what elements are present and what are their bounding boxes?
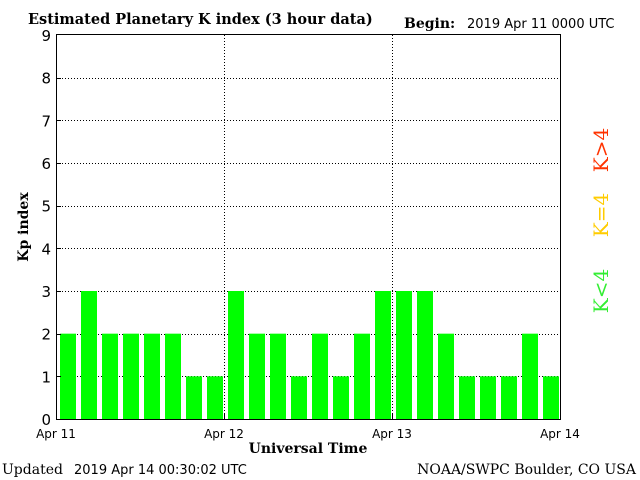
kp-bar	[480, 376, 496, 419]
legend-k-greater-4: K>4	[589, 128, 613, 172]
x-tick-label: Apr 12	[204, 427, 244, 441]
grid-lines	[56, 35, 560, 419]
kp-bar	[123, 333, 139, 419]
kp-bar	[417, 291, 433, 419]
kp-bar	[438, 333, 454, 419]
kp-bar	[291, 376, 307, 419]
y-axis-ticks: 0 1 2 3 4 5 6 7 8 9	[41, 27, 61, 429]
kp-bar	[186, 376, 202, 419]
y-tick-label: 2	[41, 326, 51, 344]
kp-bar	[396, 291, 412, 419]
kp-bar	[228, 291, 244, 419]
updated-label: Updated	[2, 462, 63, 478]
updated-value: 2019 Apr 14 00:30:02 UTC	[74, 463, 247, 478]
bars	[60, 291, 559, 419]
y-tick-label: 0	[41, 411, 51, 429]
kp-bar	[102, 333, 118, 419]
x-axis-ticks: Apr 11 Apr 12 Apr 13 Apr 14	[36, 413, 580, 441]
kp-bar	[165, 333, 181, 419]
legend-k-less-4: K<4	[589, 269, 613, 313]
y-tick-label: 3	[41, 283, 51, 301]
kp-bar	[60, 333, 76, 419]
legend-k-equal-4: K=4	[589, 193, 613, 237]
y-axis-label: Kp index	[16, 192, 32, 262]
x-tick-label: Apr 11	[36, 427, 76, 441]
chart-title: Estimated Planetary K index (3 hour data…	[28, 11, 373, 28]
y-tick-label: 6	[41, 155, 51, 173]
y-tick-label: 7	[41, 112, 51, 130]
kp-bar	[522, 333, 538, 419]
kp-bar	[144, 333, 160, 419]
kp-bar	[543, 376, 559, 419]
y-tick-label: 9	[41, 27, 51, 45]
kp-bar	[249, 333, 265, 419]
kp-bar	[375, 291, 391, 419]
kp-bar	[354, 333, 370, 419]
kp-bar	[81, 291, 97, 419]
kp-bar	[333, 376, 349, 419]
footer-source: NOAA/SWPC Boulder, CO USA	[417, 462, 637, 478]
kp-bar	[459, 376, 475, 419]
begin-label: Begin:	[404, 16, 455, 32]
kp-bar	[312, 333, 328, 419]
y-tick-label: 4	[41, 240, 51, 258]
plot-frame	[56, 34, 561, 420]
kp-bar	[270, 333, 286, 419]
x-tick-label: Apr 13	[372, 427, 412, 441]
x-tick-label: Apr 14	[540, 427, 580, 441]
legend: K<4 K=4 K>4	[589, 128, 613, 313]
y-tick-label: 8	[41, 70, 51, 88]
x-axis-label: Universal Time	[249, 441, 368, 457]
kp-bar	[207, 376, 223, 419]
kp-bar	[501, 376, 517, 419]
y-tick-label: 1	[41, 368, 51, 386]
y-tick-label: 5	[41, 198, 51, 216]
begin-value: 2019 Apr 11 0000 UTC	[467, 17, 615, 32]
